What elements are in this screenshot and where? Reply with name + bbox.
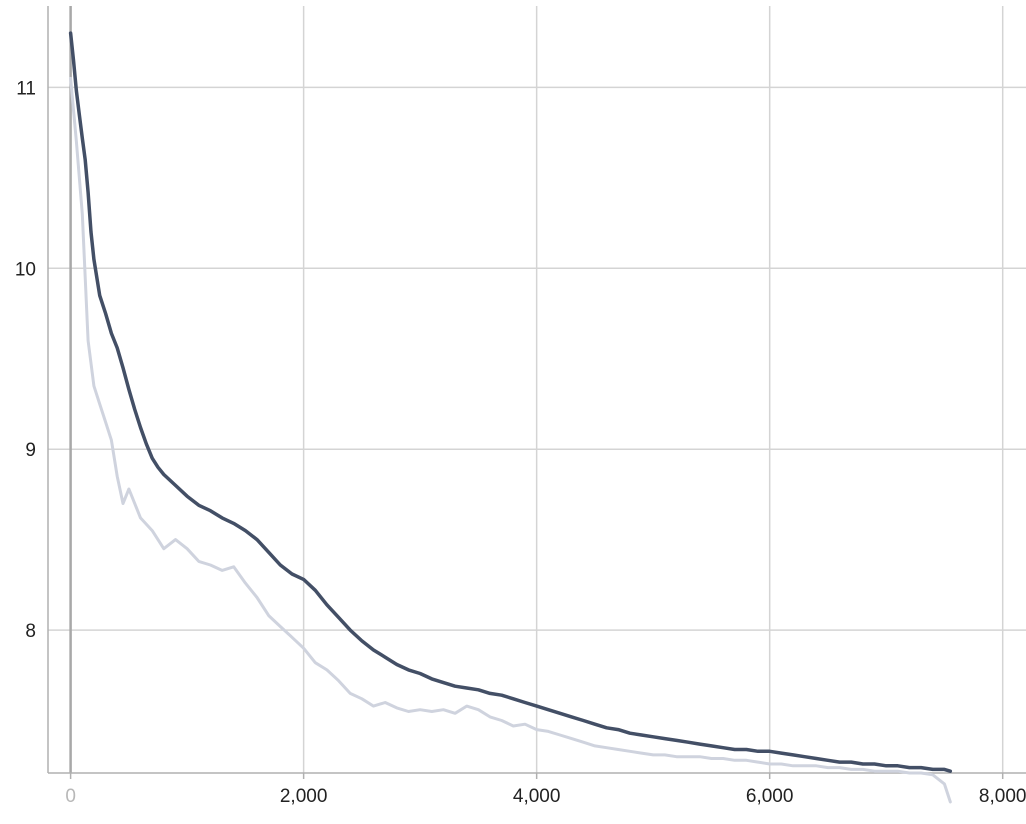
y-tick-label: 11	[16, 78, 36, 99]
y-tick-label: 9	[25, 440, 36, 461]
grid-layer	[48, 6, 1026, 773]
x-tick-label: 0	[65, 786, 76, 807]
axis-layer	[47, 6, 1026, 779]
raw-series-line	[69, 76, 952, 804]
y-tick-label: 10	[15, 259, 36, 280]
x-tick-label: 8,000	[979, 786, 1026, 807]
x-tick-label: 4,000	[513, 786, 561, 807]
x-tick-label: 2,000	[280, 786, 328, 807]
smoothed-series-line	[68, 31, 953, 773]
tick-label-layer: 8 9 10 11 0 2,000 4,000 6,000 8,000	[15, 78, 1026, 807]
series-layer	[68, 31, 953, 804]
y-tick-label: 8	[25, 621, 36, 642]
x-tick-label: 6,000	[746, 786, 794, 807]
